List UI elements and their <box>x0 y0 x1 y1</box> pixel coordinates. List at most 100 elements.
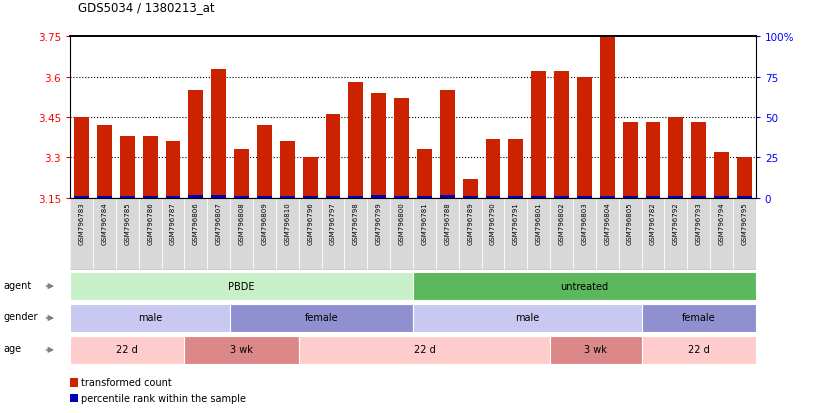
Bar <box>166 142 180 198</box>
Text: GSM796789: GSM796789 <box>468 202 473 244</box>
Bar <box>642 336 756 364</box>
Bar <box>714 197 729 198</box>
Text: GSM796799: GSM796799 <box>376 202 382 244</box>
Bar <box>577 196 591 198</box>
Bar <box>714 152 729 198</box>
Text: untreated: untreated <box>560 281 609 291</box>
Bar <box>440 195 454 198</box>
Text: GSM796782: GSM796782 <box>650 202 656 244</box>
Bar <box>691 196 706 198</box>
Bar <box>482 198 505 271</box>
Bar <box>372 195 386 198</box>
Bar <box>691 123 706 198</box>
Bar <box>486 196 501 198</box>
Text: GSM796786: GSM796786 <box>147 202 153 244</box>
Bar <box>600 196 615 198</box>
Bar <box>550 198 573 271</box>
Bar <box>299 198 321 271</box>
Text: GSM796795: GSM796795 <box>742 202 748 244</box>
Text: GSM796785: GSM796785 <box>125 202 131 244</box>
Bar <box>349 83 363 198</box>
Text: GSM796810: GSM796810 <box>284 202 290 244</box>
Bar <box>413 304 642 332</box>
Text: GSM796804: GSM796804 <box>605 202 610 244</box>
Bar <box>642 198 664 271</box>
Bar <box>619 198 642 271</box>
Bar <box>257 126 272 198</box>
Bar <box>737 197 752 198</box>
Text: GSM796781: GSM796781 <box>421 202 427 244</box>
Bar <box>143 136 158 198</box>
Text: GSM796801: GSM796801 <box>536 202 542 244</box>
Bar <box>325 196 340 198</box>
Bar <box>737 158 752 198</box>
Bar <box>440 91 454 198</box>
Text: 22 d: 22 d <box>116 344 138 354</box>
Text: GSM796806: GSM796806 <box>193 202 199 244</box>
Bar <box>554 72 569 198</box>
Bar <box>74 118 89 198</box>
Bar <box>413 198 436 271</box>
Bar <box>417 150 432 198</box>
Bar <box>97 126 112 198</box>
Bar <box>458 198 482 271</box>
Bar <box>733 198 756 271</box>
Bar <box>188 91 203 198</box>
Text: agent: agent <box>3 280 31 290</box>
Bar <box>413 273 756 300</box>
Text: GSM796792: GSM796792 <box>673 202 679 244</box>
Text: 22 d: 22 d <box>688 344 710 354</box>
Bar <box>143 196 158 198</box>
Bar <box>74 196 89 198</box>
Text: GSM796793: GSM796793 <box>695 202 701 244</box>
Bar <box>623 197 638 198</box>
Bar <box>531 196 546 198</box>
Bar <box>235 150 249 198</box>
Text: 3 wk: 3 wk <box>230 344 253 354</box>
Text: GSM796796: GSM796796 <box>307 202 313 244</box>
Text: GSM796787: GSM796787 <box>170 202 176 244</box>
Bar <box>390 198 413 271</box>
Bar <box>687 198 710 271</box>
Bar <box>70 394 78 402</box>
Bar <box>166 196 180 198</box>
Bar <box>623 123 638 198</box>
Bar <box>646 196 660 198</box>
Bar <box>436 198 458 271</box>
Bar <box>162 198 184 271</box>
Bar <box>710 198 733 271</box>
Text: GSM796802: GSM796802 <box>558 202 564 244</box>
Text: male: male <box>515 313 539 323</box>
Text: gender: gender <box>3 312 38 322</box>
Bar <box>573 198 596 271</box>
Bar <box>70 378 78 387</box>
Bar <box>577 77 591 198</box>
Bar <box>120 136 135 198</box>
Bar <box>257 196 272 198</box>
Bar <box>550 336 642 364</box>
Bar <box>70 198 93 271</box>
Bar <box>344 198 368 271</box>
Bar <box>646 123 660 198</box>
Text: GSM796798: GSM796798 <box>353 202 358 244</box>
Bar <box>394 196 409 198</box>
Bar <box>120 196 135 198</box>
Text: female: female <box>681 313 715 323</box>
Bar <box>230 304 413 332</box>
Bar <box>642 304 756 332</box>
Bar <box>531 72 546 198</box>
Bar <box>70 273 413 300</box>
Bar <box>280 142 295 198</box>
Bar <box>325 115 340 198</box>
Text: GDS5034 / 1380213_at: GDS5034 / 1380213_at <box>78 2 215 14</box>
Text: GSM796809: GSM796809 <box>262 202 268 244</box>
Text: GSM796788: GSM796788 <box>444 202 450 244</box>
Bar <box>505 198 527 271</box>
Bar <box>509 139 523 198</box>
Bar <box>299 336 550 364</box>
Text: 22 d: 22 d <box>414 344 435 354</box>
Text: GSM796807: GSM796807 <box>216 202 221 244</box>
Text: GSM796791: GSM796791 <box>513 202 519 244</box>
Bar <box>303 158 317 198</box>
Text: percentile rank within the sample: percentile rank within the sample <box>81 393 245 403</box>
